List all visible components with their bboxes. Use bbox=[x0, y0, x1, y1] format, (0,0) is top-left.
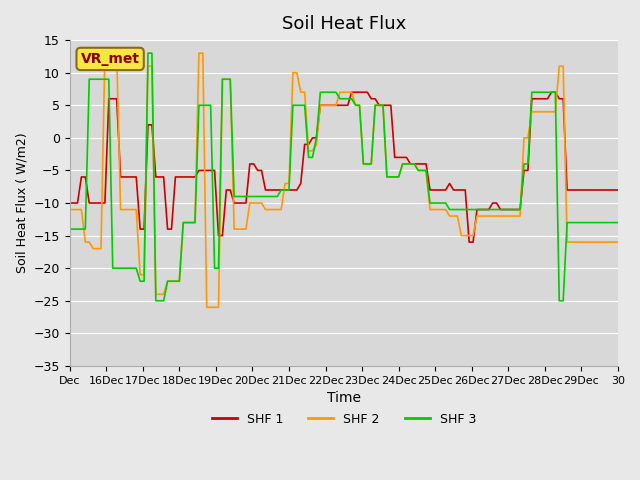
SHF 2 bbox=[101, 50, 109, 56]
SHF 1 bbox=[552, 89, 559, 95]
SHF 2 bbox=[66, 207, 74, 213]
SHF 1 bbox=[465, 239, 473, 245]
SHF 3 bbox=[97, 76, 105, 82]
SHF 1 bbox=[595, 187, 602, 193]
SHF 1 bbox=[614, 187, 622, 193]
SHF 3 bbox=[614, 220, 622, 226]
SHF 1 bbox=[70, 200, 77, 206]
Text: VR_met: VR_met bbox=[81, 52, 140, 66]
SHF 2 bbox=[70, 207, 77, 213]
Line: SHF 1: SHF 1 bbox=[70, 92, 618, 242]
SHF 2 bbox=[203, 304, 211, 310]
SHF 3 bbox=[595, 220, 602, 226]
SHF 3 bbox=[152, 298, 159, 304]
SHF 1 bbox=[348, 89, 355, 95]
SHF 1 bbox=[66, 200, 74, 206]
SHF 3 bbox=[144, 50, 152, 56]
SHF 2 bbox=[614, 239, 622, 245]
SHF 1 bbox=[246, 161, 253, 167]
Line: SHF 2: SHF 2 bbox=[70, 53, 618, 307]
SHF 2 bbox=[254, 200, 262, 206]
Y-axis label: Soil Heat Flux ( W/m2): Soil Heat Flux ( W/m2) bbox=[15, 132, 28, 273]
Line: SHF 3: SHF 3 bbox=[70, 53, 618, 301]
SHF 2 bbox=[540, 109, 547, 115]
X-axis label: Time: Time bbox=[327, 391, 361, 405]
SHF 3 bbox=[66, 226, 74, 232]
SHF 1 bbox=[540, 96, 547, 102]
Title: Soil Heat Flux: Soil Heat Flux bbox=[282, 15, 406, 33]
SHF 3 bbox=[552, 89, 559, 95]
SHF 3 bbox=[540, 89, 547, 95]
Legend: SHF 1, SHF 2, SHF 3: SHF 1, SHF 2, SHF 3 bbox=[207, 408, 481, 432]
SHF 2 bbox=[595, 239, 602, 245]
SHF 3 bbox=[70, 226, 77, 232]
SHF 2 bbox=[97, 246, 105, 252]
SHF 1 bbox=[97, 200, 105, 206]
SHF 3 bbox=[254, 193, 262, 199]
SHF 2 bbox=[552, 109, 559, 115]
